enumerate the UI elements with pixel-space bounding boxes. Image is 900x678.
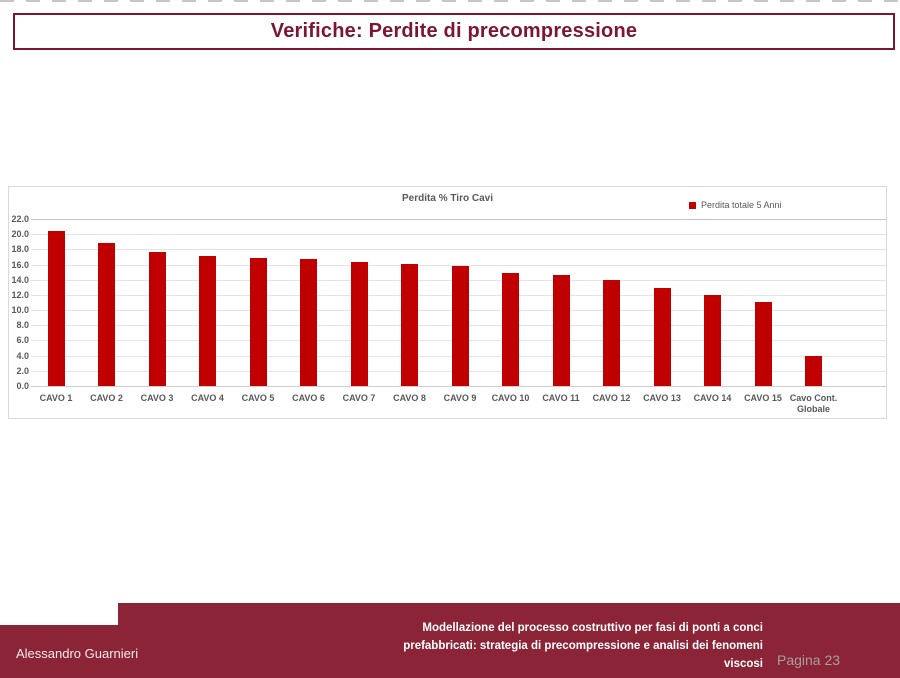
x-axis-category-label: CAVO 8 xyxy=(393,393,426,403)
x-axis-category-label: CAVO 11 xyxy=(542,393,580,403)
footer-block xyxy=(118,603,900,678)
x-axis-category-label: CAVO 14 xyxy=(693,393,732,403)
slide-top-edge xyxy=(0,0,900,2)
chart-bar xyxy=(502,272,519,386)
chart-bar xyxy=(603,280,620,386)
bar-chart: Perdita % Tiro Cavi Perdita totale 5 Ann… xyxy=(8,186,887,419)
y-axis-tick-label: 10.0 xyxy=(11,305,29,316)
y-gridline xyxy=(31,386,886,387)
page-number: Pagina 23 xyxy=(777,652,841,668)
x-axis-category-label: CAVO 4 xyxy=(191,393,224,403)
chart-bar xyxy=(300,259,317,386)
chart-bar xyxy=(148,252,166,386)
y-axis-tick-label: 14.0 xyxy=(11,274,29,285)
y-axis-tick-label: 18.0 xyxy=(11,244,29,255)
chart-title: Perdita % Tiro Cavi xyxy=(402,193,493,204)
legend-label: Perdita totale 5 Anni xyxy=(701,200,782,210)
y-gridline xyxy=(31,234,886,236)
slide-title: Verifiche: Perdite di precompressione xyxy=(270,20,638,42)
y-gridline xyxy=(31,249,886,251)
y-axis-tick-label: 4.0 xyxy=(16,350,29,361)
footer-thesis-line: prefabbricati: strategia di precompressi… xyxy=(403,640,763,652)
chart-bar xyxy=(199,256,216,386)
y-axis-tick-label: 6.0 xyxy=(16,335,29,346)
x-axis-category-label: CAVO 10 xyxy=(491,393,530,403)
legend-marker-icon xyxy=(689,201,696,209)
x-axis-category-label: CAVO 15 xyxy=(744,393,782,403)
x-axis-category-label: CAVO 6 xyxy=(292,393,325,403)
footer-thesis-line: Modellazione del processo costruttivo pe… xyxy=(422,622,763,634)
x-axis-category-label: CAVO 5 xyxy=(241,393,275,403)
y-axis-tick-label: 0.0 xyxy=(16,381,29,391)
y-axis-tick-label: 12.0 xyxy=(11,289,29,300)
chart-bar xyxy=(754,301,772,386)
chart-legend: Perdita totale 5 Anni xyxy=(689,200,782,210)
slide-title-box: Verifiche: Perdite di precompressione xyxy=(13,13,895,50)
y-gridline xyxy=(31,219,886,220)
chart-bar xyxy=(704,294,721,386)
y-axis-tick-label: 8.0 xyxy=(16,320,29,331)
x-axis-category-label: CAVO 3 xyxy=(140,393,174,403)
chart-bar xyxy=(249,257,267,386)
x-axis-category-label: CAVO 7 xyxy=(342,393,376,403)
chart-bar xyxy=(451,266,469,386)
y-axis-tick-label: 16.0 xyxy=(11,259,29,270)
chart-bar xyxy=(805,356,822,386)
x-axis-category-label: CAVO 2 xyxy=(90,393,123,403)
y-axis-tick-label: 20.0 xyxy=(11,229,29,240)
x-axis-category-label: CAVO 9 xyxy=(443,393,477,403)
x-axis-category-label: CAVO 13 xyxy=(643,393,681,403)
x-axis-category-label: CAVO 12 xyxy=(592,393,631,403)
chart-bar xyxy=(350,261,368,386)
chart-bar xyxy=(98,243,115,386)
chart-bar xyxy=(47,231,65,386)
chart-bar xyxy=(552,275,570,386)
footer-thesis-line: viscosi xyxy=(724,658,763,670)
y-axis-tick-label: 2.0 xyxy=(16,365,29,376)
x-axis-category-label: Cavo Cont. Globale xyxy=(789,393,838,414)
y-gridline xyxy=(31,264,886,266)
footer-thesis-title: Modellazione del processo costruttivo pe… xyxy=(323,619,763,673)
chart-bar xyxy=(653,288,671,386)
x-axis-category-label: CAVO 1 xyxy=(39,393,73,403)
footer-author: Alessandro Guarnieri xyxy=(16,646,139,661)
chart-bar xyxy=(401,263,418,386)
y-axis-tick-label: 22.0 xyxy=(11,214,29,224)
